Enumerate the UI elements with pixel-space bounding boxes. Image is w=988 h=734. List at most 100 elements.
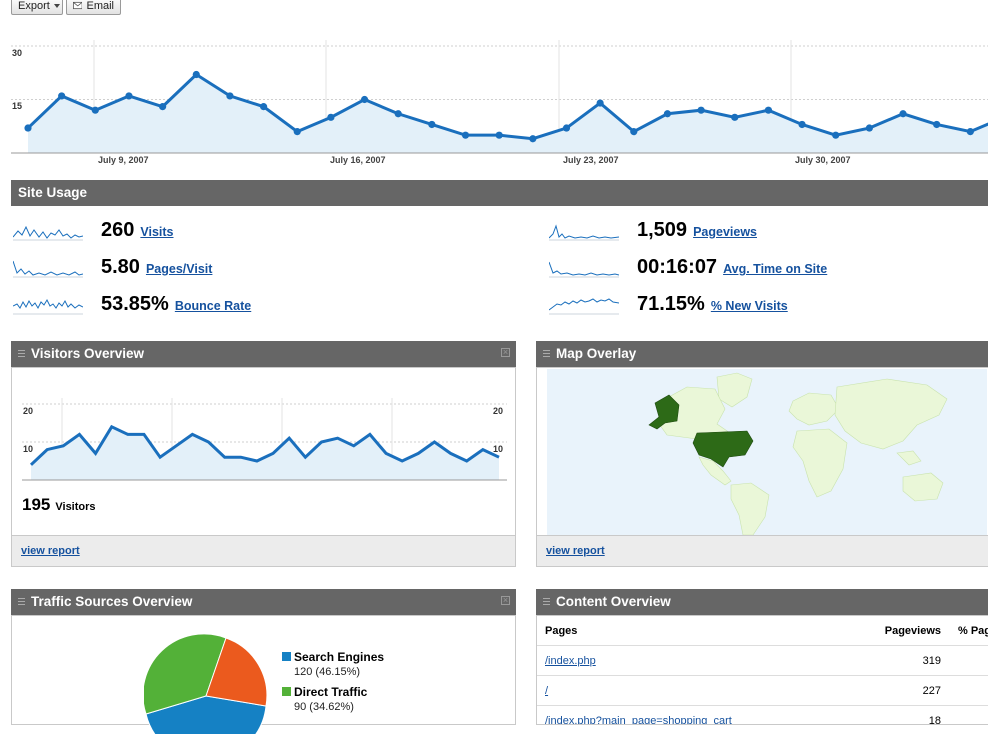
page-link[interactable]: / — [545, 684, 549, 697]
email-button[interactable]: Email — [66, 0, 121, 15]
content-overview-panel: Pages Pageviews % Pag /index.php 319 / 2… — [536, 615, 988, 725]
data-point — [394, 110, 402, 118]
data-point — [966, 128, 974, 136]
visits-link[interactable]: Visits — [140, 225, 174, 239]
visitors-view-report-link[interactable]: view report — [21, 545, 80, 557]
content-overview-title: Content Overview — [556, 594, 671, 609]
pageviews-sparkline — [549, 224, 619, 241]
new-visits-value: 71.15% — [637, 293, 705, 315]
data-point — [259, 103, 268, 111]
metric-pageviews: 1,509 Pageviews — [637, 219, 757, 242]
pageviews-value: 1,509 — [637, 219, 688, 241]
pie-slice-direct-traffic — [144, 634, 227, 715]
traffic-sources-header[interactable]: Traffic Sources Overview × — [11, 589, 516, 615]
avg-time-value: 00:16:07 — [637, 256, 718, 278]
drag-handle-icon[interactable] — [543, 597, 550, 607]
data-point — [865, 124, 873, 132]
visitors-overview-title: Visitors Overview — [31, 346, 145, 361]
site-usage-header: Site Usage — [11, 180, 988, 206]
bounce-rate-link[interactable]: Bounce Rate — [174, 299, 252, 313]
drag-handle-icon[interactable] — [18, 349, 25, 359]
legend-direct-traffic-detail: 90 (34.62%) — [294, 701, 354, 713]
data-point — [663, 110, 672, 118]
bounce-rate-sparkline — [13, 298, 83, 315]
data-point — [562, 124, 571, 132]
data-point — [832, 131, 840, 139]
pages-per-visit-link[interactable]: Pages/Visit — [145, 262, 213, 276]
pageviews-cell: 227 — [853, 675, 949, 706]
series-area — [31, 426, 499, 480]
data-point — [798, 120, 806, 129]
visitors-count: 195 Visitors — [22, 495, 96, 515]
page-link[interactable]: /index.php — [545, 654, 596, 667]
data-point — [731, 113, 739, 121]
col-pages[interactable]: Pages — [537, 616, 853, 646]
visitors-y-right-10: 10 — [493, 444, 504, 454]
visitors-count-value: 195 — [22, 495, 51, 514]
data-point — [899, 110, 907, 118]
series-line — [29, 424, 500, 466]
legend-search-engines-detail: 120 (46.15%) — [294, 666, 361, 678]
y-tick-15: 15 — [12, 101, 23, 111]
chevron-down-icon — [53, 3, 60, 8]
legend-direct-traffic: Direct Traffic 90 (34.62%) — [282, 683, 367, 713]
table-row: /index.php 319 — [537, 645, 988, 676]
data-point — [529, 135, 537, 143]
new-visits-link[interactable]: % New Visits — [710, 299, 788, 313]
col-pageviews[interactable]: Pageviews — [853, 616, 949, 646]
data-point — [360, 95, 369, 104]
envelope-icon — [73, 1, 83, 10]
page-link[interactable]: /index.php?main_page=shopping_cart — [545, 714, 732, 725]
data-point — [327, 113, 335, 121]
export-button[interactable]: Export — [11, 0, 63, 15]
visitors-count-label: Visitors — [55, 501, 96, 513]
map-overlay-title: Map Overlay — [556, 346, 637, 361]
pie-slice-referring — [205, 637, 268, 707]
date-label-july-16: July 16, 2007 — [330, 155, 386, 165]
legend-swatch — [282, 687, 291, 696]
alaska-region — [648, 394, 680, 430]
data-point — [461, 131, 470, 139]
series-line — [26, 72, 988, 141]
data-point — [697, 106, 705, 114]
data-point — [428, 120, 436, 129]
visitors-overview-header[interactable]: Visitors Overview × — [11, 341, 516, 367]
table-row: /index.php?main_page=shopping_cart 18 — [537, 705, 988, 725]
map-view-report-link[interactable]: view report — [546, 545, 605, 557]
data-point — [159, 103, 167, 111]
drag-handle-icon[interactable] — [18, 597, 25, 607]
data-point — [933, 120, 941, 129]
avg-time-link[interactable]: Avg. Time on Site — [723, 262, 828, 276]
export-label: Export — [18, 0, 50, 12]
content-table-header: Pages Pageviews % Pag — [537, 616, 988, 646]
pages-per-visit-value: 5.80 — [101, 256, 140, 278]
data-point — [596, 99, 604, 107]
visits-over-time-chart: 30 15 July 9, 2007 July 16, 2007 July 23… — [11, 40, 988, 170]
date-label-july-30: July 30, 2007 — [795, 155, 851, 165]
series-area — [28, 74, 988, 153]
data-point — [24, 124, 32, 132]
visitors-line-chart — [22, 398, 507, 481]
metric-bounce-rate: 53.85% Bounce Rate — [101, 293, 251, 316]
visits-value: 260 — [101, 219, 135, 241]
table-row: / 227 — [537, 675, 988, 706]
visitors-footer: view report — [12, 535, 515, 566]
drag-handle-icon[interactable] — [543, 349, 550, 359]
site-usage-title: Site Usage — [18, 185, 88, 200]
map-overlay-header[interactable]: Map Overlay — [536, 341, 988, 367]
metric-visits: 260 Visits — [101, 219, 174, 242]
world-map[interactable] — [547, 369, 987, 537]
col-pct-pageviews[interactable]: % Pag — [949, 616, 988, 646]
content-overview-header[interactable]: Content Overview — [536, 589, 988, 615]
traffic-sources-title: Traffic Sources Overview — [31, 594, 193, 609]
visitors-y-right-20: 20 — [493, 406, 504, 416]
visitors-y-left-20: 20 — [23, 406, 34, 416]
data-point — [125, 92, 133, 100]
data-point — [764, 106, 773, 114]
close-icon[interactable]: × — [501, 595, 510, 605]
close-icon[interactable]: × — [501, 347, 510, 357]
email-label: Email — [86, 0, 114, 12]
usa-region — [692, 430, 754, 468]
data-point — [630, 128, 638, 136]
pageviews-link[interactable]: Pageviews — [693, 225, 757, 239]
